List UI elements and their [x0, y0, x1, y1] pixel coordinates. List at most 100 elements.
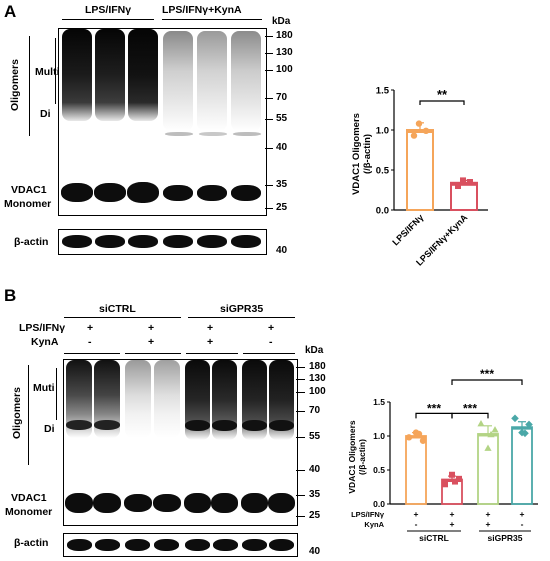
y-tick-label: 0.0	[376, 206, 389, 217]
y-tick-label: 1.0	[373, 431, 385, 441]
sign: +	[87, 322, 94, 334]
significance-marker: ***	[427, 401, 441, 415]
bar-top	[406, 436, 426, 439]
mw-marker: 100	[276, 64, 293, 75]
bar	[406, 129, 434, 211]
oligomers-label-a: Oligomers	[9, 59, 21, 111]
group-line-sigpr35	[188, 317, 295, 319]
sign: +	[414, 509, 419, 519]
kda-label-b: kDa	[305, 345, 324, 356]
actin-band	[197, 235, 227, 248]
chart-a: 0.0 0.5 1.0 1.5 VDAC1 Oligomers(/β-actin) ** L…	[352, 86, 488, 268]
group-label: siCTRL	[419, 533, 449, 543]
actin-band	[128, 235, 158, 248]
chart-b: 0.0 0.5 1.0 1.5 VDAC1 Oligomers(/β-actin) ***…	[348, 367, 538, 543]
mw-tick	[265, 36, 273, 38]
bar-top	[407, 130, 433, 133]
significance-bracket	[451, 379, 523, 385]
monomer-band	[211, 493, 238, 513]
data-point	[467, 179, 473, 185]
lane-group-line	[64, 353, 120, 355]
group-line-sictrl	[64, 317, 181, 319]
mw-marker: 70	[276, 92, 288, 103]
actin-marker-a: 40	[276, 245, 288, 256]
sign: -	[521, 519, 524, 529]
mw-tick	[265, 53, 273, 55]
lane-smear	[125, 360, 151, 438]
y-tick-label: 1.5	[376, 86, 390, 97]
mw-marker: 180	[276, 30, 293, 41]
monomer-label-a: Monomer	[4, 198, 52, 210]
actin-band	[62, 235, 92, 248]
mw-tick	[296, 379, 305, 381]
mw-tick	[296, 495, 305, 497]
actin-band	[95, 539, 120, 551]
y-axis-label: VDAC1 Oligomers(/β-actin)	[352, 113, 373, 195]
mw-tick	[265, 70, 273, 72]
group-label-sictrl: siCTRL	[99, 303, 136, 315]
y-tick-label: 0.5	[376, 166, 390, 177]
actin-marker-b: 40	[309, 546, 321, 557]
mw-marker: 25	[276, 202, 288, 213]
mw-tick	[296, 392, 305, 394]
mw-marker: 130	[276, 47, 293, 58]
data-point	[491, 426, 499, 433]
data-point	[477, 419, 485, 427]
actin-band	[95, 235, 125, 248]
monomer-band	[124, 494, 152, 512]
di-band	[242, 420, 267, 431]
actin-band	[213, 539, 238, 551]
mw-tick	[265, 119, 273, 121]
category-label: LPS/IFNγ	[390, 212, 425, 247]
di-band	[269, 420, 294, 431]
actin-blot-b	[63, 533, 298, 557]
mw-marker: 35	[276, 179, 288, 190]
bar-top	[512, 427, 532, 430]
mw-tick	[296, 516, 305, 518]
monomer-band	[65, 493, 93, 513]
mw-tick	[265, 208, 273, 210]
mw-marker: 70	[309, 405, 321, 416]
bar	[511, 426, 533, 505]
lane-group-line	[125, 353, 181, 355]
vdac1-label-a: VDAC1	[11, 184, 47, 196]
sign: +	[486, 519, 491, 529]
lane-smear	[197, 31, 227, 131]
sign: +	[450, 519, 455, 529]
di-label-b: Di	[44, 423, 55, 435]
monomer-band	[61, 183, 93, 202]
main-blot-a	[58, 28, 267, 216]
faint-band	[165, 132, 193, 136]
significance-bracket	[419, 100, 465, 105]
mw-marker: 130	[309, 373, 326, 384]
data-point	[460, 177, 466, 184]
mw-tick	[296, 437, 305, 439]
data-point	[484, 444, 492, 451]
multi-label-b: Muti	[33, 382, 55, 394]
data-point	[456, 475, 462, 482]
mw-tick	[296, 367, 305, 369]
sign: -	[415, 519, 418, 529]
mw-marker: 25	[309, 510, 321, 521]
significance-marker: ***	[463, 401, 477, 415]
group-label-lps: LPS/IFNγ	[85, 4, 132, 16]
row-label: KynA	[364, 520, 384, 529]
significance-marker: **	[437, 87, 448, 102]
data-point	[422, 127, 430, 134]
mw-tick	[265, 185, 273, 187]
y-tick-label: 1.5	[373, 397, 385, 407]
actin-band	[185, 539, 210, 551]
data-point	[455, 183, 461, 189]
mw-tick	[296, 470, 305, 472]
bar	[450, 181, 478, 212]
group-line-lps	[62, 19, 154, 21]
data-point	[415, 430, 423, 438]
bar	[405, 435, 427, 505]
monomer-band	[127, 182, 159, 203]
faint-band	[199, 132, 227, 136]
main-blot-b	[63, 359, 298, 526]
group-label-lps-kyna: LPS/IFNγ+KynA	[162, 4, 242, 16]
vdac1-label-b: VDAC1	[11, 492, 47, 504]
sign: +	[148, 322, 155, 334]
mw-marker: 35	[309, 489, 321, 500]
